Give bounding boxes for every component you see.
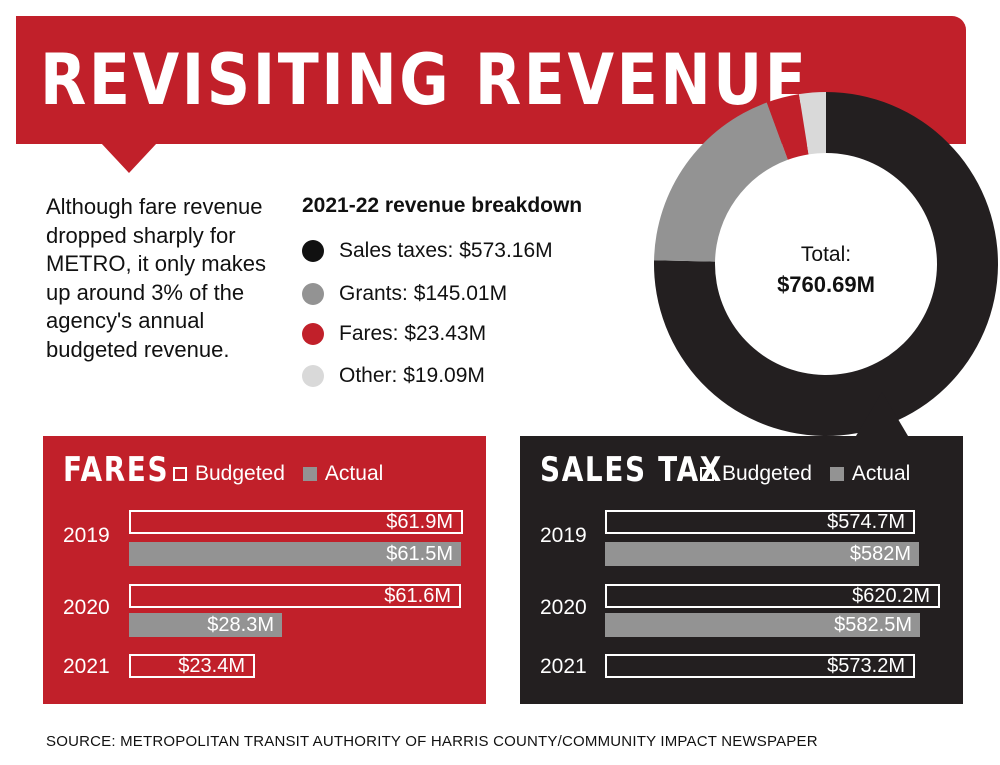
- budgeted-bar-2019: $61.9M: [129, 510, 463, 534]
- legend-label: Fares: $23.43M: [339, 322, 487, 345]
- legend-item-fares: Fares: $23.43M: [302, 320, 486, 348]
- intro-text: Although fare revenue dropped sharply fo…: [46, 194, 267, 362]
- legend-budgeted-label: Budgeted: [195, 462, 285, 485]
- budgeted-swatch: [700, 467, 714, 481]
- year-label-2020: 2020: [540, 596, 587, 619]
- budgeted-bar-2020: $61.6M: [129, 584, 461, 608]
- year-label-2020: 2020: [63, 596, 110, 619]
- salestax-legend: Budgeted Actual: [700, 462, 910, 486]
- salestax-panel: SALES TAX Budgeted Actual 2019 $574.7M $58…: [520, 436, 963, 704]
- budgeted-bar-2021: $23.4M: [129, 654, 255, 678]
- year-label-2019: 2019: [540, 524, 587, 547]
- legend-dot: [302, 323, 324, 345]
- legend-label: Sales taxes: $573.16M: [339, 239, 553, 262]
- banner-pointer: [101, 143, 157, 173]
- legend-dot: [302, 283, 324, 305]
- legend-dot: [302, 365, 324, 387]
- year-label-2021: 2021: [63, 655, 110, 678]
- donut-total-value: $760.69M: [777, 272, 875, 297]
- actual-bar-2020: $582.5M: [605, 613, 920, 637]
- page-title: REVISITING REVENUE: [40, 39, 809, 121]
- budgeted-bar-2020: $620.2M: [605, 584, 940, 608]
- source-note: SOURCE: METROPOLITAN TRANSIT AUTHORITY O…: [46, 733, 818, 750]
- fares-legend: Budgeted Actual: [173, 462, 383, 486]
- year-label-2019: 2019: [63, 524, 110, 547]
- salestax-pointer: [856, 392, 908, 436]
- year-label-2021: 2021: [540, 655, 587, 678]
- legend-actual-label: Actual: [851, 462, 911, 485]
- legend-actual-label: Actual: [324, 462, 384, 485]
- actual-bar-2019: $61.5M: [129, 542, 461, 566]
- actual-swatch: [829, 467, 844, 481]
- legend-item-sales-taxes: Sales taxes: $573.16M: [302, 237, 553, 265]
- actual-bar-2020: $28.3M: [129, 613, 282, 637]
- actual-swatch: [302, 467, 317, 481]
- budgeted-bar-2021: $573.2M: [605, 654, 915, 678]
- budgeted-swatch: [173, 467, 187, 481]
- legend-item-other: Other: $19.09M: [302, 362, 485, 390]
- donut-total-label: Total:: [800, 243, 852, 266]
- actual-bar-2019: $582M: [605, 542, 919, 566]
- legend-item-grants: Grants: $145.01M: [302, 280, 507, 308]
- breakdown-title: 2021-22 revenue breakdown: [302, 194, 583, 217]
- legend-budgeted-label: Budgeted: [722, 462, 812, 485]
- fares-panel-title: FARES: [63, 450, 170, 490]
- legend-dot: [302, 240, 324, 262]
- legend-label: Grants: $145.01M: [339, 282, 508, 305]
- legend-label: Other: $19.09M: [339, 364, 485, 387]
- salestax-panel-title: SALES TAX: [540, 450, 723, 490]
- budgeted-bar-2019: $574.7M: [605, 510, 915, 534]
- fares-panel: FARES Budgeted Actual 2019 $61.9M $61.5M 20…: [43, 436, 486, 704]
